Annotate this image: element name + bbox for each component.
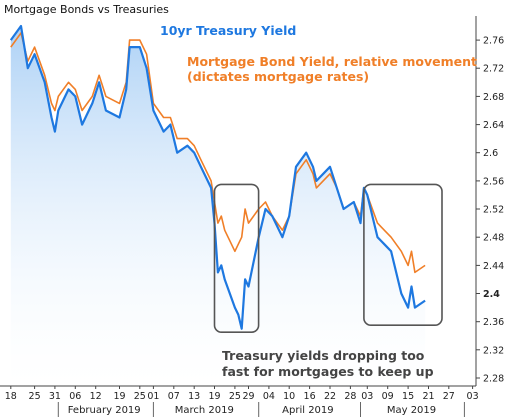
y-tick-label: 2.6 — [483, 148, 498, 159]
x-tick-label: 25 — [29, 391, 41, 402]
month-label: April 2019 — [282, 405, 333, 416]
x-tick-label: 16 — [304, 391, 316, 402]
x-tick-label: 06 — [69, 391, 81, 402]
y-tick-label: 2.28 — [483, 374, 504, 385]
x-tick-label: 19 — [208, 391, 220, 402]
chart-title: Mortgage Bonds vs Treasuries — [4, 3, 169, 16]
x-tick-label: 28 — [344, 391, 356, 402]
highlight-box-2 — [363, 183, 443, 326]
y-axis-ticks: 2.76 2.72 2.68 2.64 2.6 2.56 2.52 2.48 2.44 2.4 2.… — [476, 36, 504, 385]
x-tick-label: 10 — [283, 391, 295, 402]
y-tick-label: 2.72 — [483, 64, 504, 75]
x-tick-label: 18 — [5, 391, 17, 402]
x-tick-label: 04 — [263, 391, 275, 402]
treasury-yield-line — [9, 24, 426, 330]
highlight-boxes — [213, 183, 443, 333]
x-axis-months: February 2019 March 2019 April 2019 May 201… — [57, 402, 465, 417]
y-tick-label: 2.4 — [483, 289, 500, 300]
month-label: February 2019 — [68, 405, 141, 416]
treasury-series-label: 10yr Treasury Yield — [160, 23, 296, 38]
x-tick-label: 21 — [422, 391, 434, 402]
mbs-series-label-line1: Mortgage Bond Yield, relative movement — [187, 54, 477, 69]
x-tick-label: 22 — [324, 391, 336, 402]
x-tick-label: 07 — [168, 391, 180, 402]
x-tick-label: 27 — [443, 391, 455, 402]
y-tick-label: 2.44 — [483, 261, 504, 272]
y-tick-label: 2.76 — [483, 36, 504, 47]
highlight-box-1 — [213, 183, 260, 333]
x-tick-label: 03 — [467, 391, 479, 402]
y-tick-label: 2.52 — [483, 205, 504, 216]
y-tick-label: 2.68 — [483, 92, 504, 103]
month-label: March 2019 — [175, 405, 234, 416]
y-tick-label: 2.48 — [483, 233, 504, 244]
x-tick-label: 29 — [242, 391, 254, 402]
y-tick-label: 2.56 — [483, 176, 504, 187]
x-tick-label: 31 — [49, 391, 61, 402]
month-label: May 2019 — [387, 405, 436, 416]
note-line1: Treasury yields dropping too — [222, 348, 425, 363]
x-tick-label: 15 — [402, 391, 414, 402]
x-tick-label: 09 — [382, 391, 394, 402]
y-tick-label: 2.32 — [483, 345, 504, 356]
y-tick-label: 2.64 — [483, 120, 504, 131]
x-tick-label: 12 — [90, 391, 102, 402]
x-tick-label: 01 — [147, 391, 159, 402]
x-tick-label: 03 — [361, 391, 373, 402]
x-axis-ticks: 18 25 31 06 12 19 25 01 07 13 19 25 29 04 10 16 22 28 03 09… — [5, 386, 479, 402]
plot-area — [9, 24, 443, 386]
mbs-series-label-line2: (dictates mortgage rates) — [187, 69, 369, 84]
x-tick-label: 19 — [113, 391, 125, 402]
x-tick-label: 25 — [134, 391, 146, 402]
x-tick-label: 25 — [229, 391, 241, 402]
x-tick-label: 13 — [188, 391, 200, 402]
note-line2: fast for mortgages to keep up — [222, 364, 434, 379]
y-tick-label: 2.36 — [483, 317, 504, 328]
